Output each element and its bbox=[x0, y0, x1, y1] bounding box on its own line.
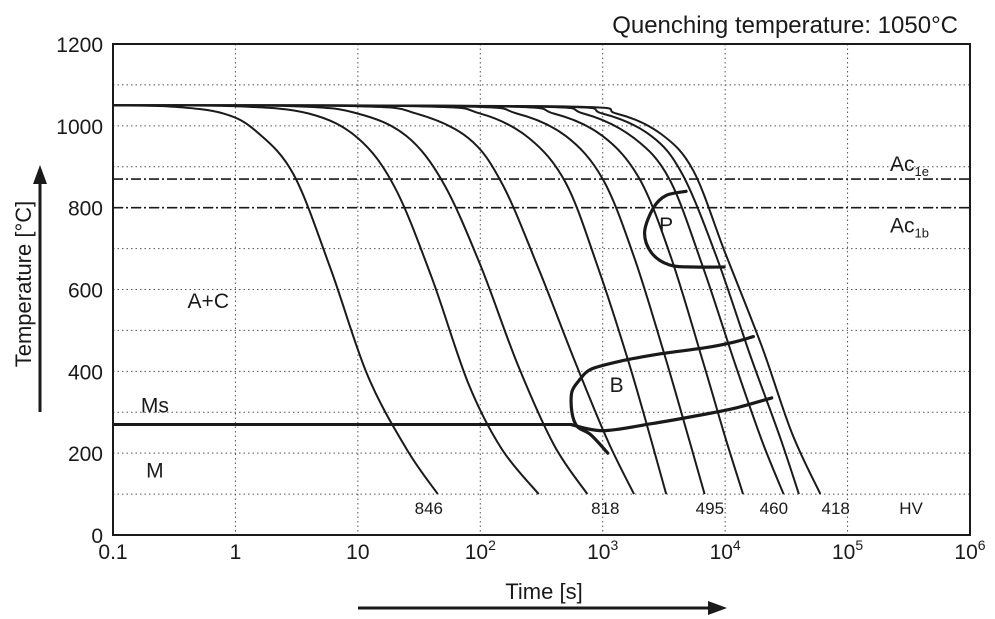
region-label-p: P bbox=[659, 214, 673, 237]
y-tick-label: 600 bbox=[68, 280, 103, 303]
chart-labels: Ac1e Ac1b P B A+C Ms M 846 818 495 460 418 HV bbox=[141, 153, 929, 518]
y-tick-label: 1000 bbox=[56, 116, 103, 139]
reference-label-ac1b: Ac1b bbox=[890, 215, 929, 241]
transformation-regions bbox=[569, 189, 774, 455]
x-tick-label: 102 bbox=[465, 537, 496, 564]
phase-label: M bbox=[146, 460, 164, 483]
bainite-finish-line bbox=[569, 396, 774, 433]
x-tick-label: 10 bbox=[346, 541, 369, 564]
x-tick-labels: 0.1 1 10 102 103 104 105 106 bbox=[98, 537, 985, 564]
phase-label: Ms bbox=[141, 394, 169, 417]
x-tick-label: 103 bbox=[587, 537, 618, 564]
grid bbox=[113, 44, 970, 535]
x-axis-arrow bbox=[358, 601, 727, 615]
cooling-curve-1 bbox=[112, 104, 439, 495]
hardness-label: 818 bbox=[591, 499, 619, 518]
reference-lines bbox=[113, 178, 970, 427]
x-tick-label: 1 bbox=[230, 541, 242, 564]
y-tick-labels: 0 200 400 600 800 1000 1200 bbox=[56, 34, 103, 548]
y-tick-label: 1200 bbox=[56, 34, 103, 57]
pearlite-boundary bbox=[642, 189, 726, 269]
hardness-label: 460 bbox=[760, 499, 788, 518]
reference-label-ac1e: Ac1e bbox=[890, 153, 929, 179]
cooling-curve-3 bbox=[112, 104, 589, 495]
x-tick-label: 0.1 bbox=[98, 541, 127, 564]
y-tick-label: 200 bbox=[68, 443, 103, 466]
x-tick-label: 106 bbox=[954, 537, 985, 564]
bainite-start-line bbox=[578, 335, 755, 382]
cooling-curves bbox=[112, 104, 822, 495]
y-axis-arrow bbox=[33, 165, 47, 412]
cooling-curve-10 bbox=[112, 104, 822, 495]
hardness-label: 495 bbox=[696, 499, 724, 518]
hardness-label: 846 bbox=[415, 499, 443, 518]
hardness-label: HV bbox=[899, 499, 923, 518]
y-axis-label: Temperature [°C] bbox=[11, 201, 36, 368]
x-axis-label: Time [s] bbox=[505, 579, 582, 604]
cooling-curve-2 bbox=[112, 104, 540, 495]
plot-frame bbox=[112, 43, 971, 536]
region-label-b: B bbox=[610, 374, 624, 397]
chart-title: Quenching temperature: 1050°C bbox=[612, 12, 958, 39]
y-tick-label: 0 bbox=[91, 525, 103, 548]
y-tick-label: 800 bbox=[68, 198, 103, 221]
phase-label: A+C bbox=[188, 290, 229, 313]
bainite-nose bbox=[569, 377, 610, 455]
x-tick-label: 104 bbox=[710, 537, 741, 564]
y-tick-label: 400 bbox=[68, 361, 103, 384]
hardness-label: 418 bbox=[822, 499, 850, 518]
x-tick-label: 105 bbox=[832, 537, 863, 564]
